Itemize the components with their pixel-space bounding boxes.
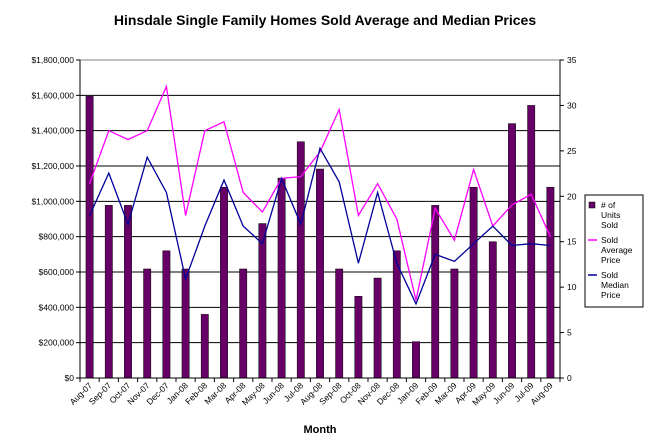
x-axis-title: Month [304,424,337,436]
bar [220,186,228,379]
left-axis-tick-label: $1,400,000 [31,126,74,136]
bar [104,205,113,379]
line-series [88,84,551,306]
bar [239,268,248,379]
median-price-line [89,146,551,306]
bar [258,223,267,379]
legend-label: # of [601,200,616,210]
bar [527,105,536,379]
left-axis-tick-label: $0 [65,373,75,383]
right-axis-tick-label: 35 [567,55,577,65]
right-axis-tick-label: 0 [567,373,572,383]
bar [335,268,344,379]
bar [162,250,171,379]
bar [431,205,440,379]
bar [373,277,382,379]
legend-label: Price [601,255,621,265]
left-axis-tick-label: $400,000 [39,302,75,312]
legend-label: Median [601,280,629,290]
average-price-line [88,84,551,301]
bar [450,268,459,379]
bar-series [85,96,555,379]
bar [181,268,190,379]
bar [354,295,363,379]
left-axis-tick-label: $1,000,000 [31,196,74,206]
right-axis-tick-label: 10 [567,282,577,292]
legend-label: Sold [601,235,618,245]
bar [85,96,94,379]
left-axis-tick-label: $600,000 [39,267,75,277]
bar [316,168,324,379]
right-axis-tick-label: 20 [567,191,577,201]
bar [277,177,286,379]
legend-label: Average [601,245,633,255]
chart-title: Hinsdale Single Family Homes Sold Averag… [114,12,536,28]
legend-label: Sold [601,220,618,230]
bar [124,205,132,379]
left-axis-tick-label: $200,000 [39,338,75,348]
left-axis-tick-label: $1,200,000 [31,161,74,171]
right-axis-tick-label: 25 [567,146,577,156]
legend-label: Price [601,290,621,300]
right-axis-tick-label: 15 [567,237,577,247]
legend-label: Sold [601,270,618,280]
legend-box [584,194,644,308]
right-axis-tick-label: 30 [567,100,577,110]
right-axis-tick-label: 5 [567,328,572,338]
legend-label: Units [601,210,620,220]
legend: # ofUnitsSoldSoldAveragePriceSoldMedianP… [584,194,644,308]
bar [200,314,209,379]
bar [488,241,497,379]
legend-swatch-units [588,201,596,209]
bar [469,186,478,379]
left-axis-tick-label: $1,600,000 [31,90,74,100]
bar [143,268,152,379]
left-axis-tick-label: $1,800,000 [31,55,74,65]
bar [412,341,420,379]
bar [508,123,516,379]
left-axis-tick-label: $800,000 [39,232,75,242]
bar [546,186,555,379]
